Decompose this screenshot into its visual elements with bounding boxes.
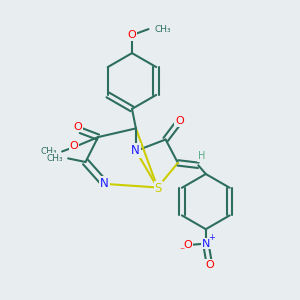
Text: O: O — [70, 141, 79, 151]
Text: CH₃: CH₃ — [154, 25, 171, 34]
Text: O: O — [128, 30, 136, 40]
Text: O: O — [73, 122, 82, 132]
Text: O: O — [175, 116, 184, 126]
Text: H: H — [198, 151, 205, 161]
Text: N: N — [202, 238, 210, 249]
Text: S: S — [155, 182, 162, 195]
Text: CH₃: CH₃ — [47, 154, 63, 163]
Text: O: O — [205, 260, 214, 270]
Text: N: N — [100, 177, 109, 190]
Text: ⁻: ⁻ — [179, 246, 184, 256]
Text: CH₃: CH₃ — [41, 147, 57, 156]
Text: +: + — [208, 233, 214, 242]
Text: N: N — [131, 144, 140, 157]
Text: O: O — [183, 240, 192, 250]
